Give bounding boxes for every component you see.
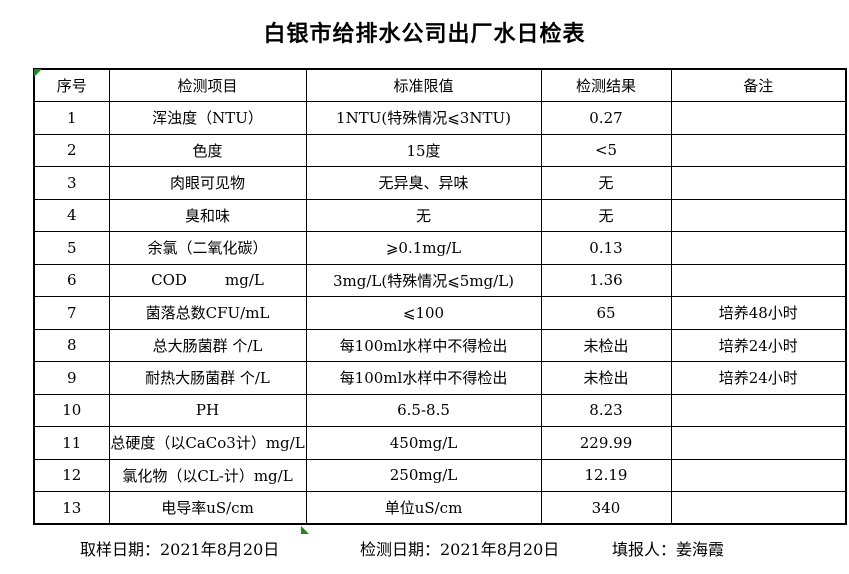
cell-limit: 无 <box>305 198 542 232</box>
cell-result: 12.19 <box>540 458 672 492</box>
cell-result: <5 <box>540 133 672 167</box>
cell-item: 肉眼可见物 <box>108 166 307 200</box>
cell-result: 229.99 <box>540 426 672 460</box>
cell-result: 无 <box>540 198 672 232</box>
cell-item: 菌落总数CFU/mL <box>108 296 307 330</box>
cell-index: 3 <box>33 166 110 200</box>
cell-result: 8.23 <box>540 393 672 427</box>
table-row: 7 菌落总数CFU/mL ⩽100 65 培养48小时 <box>33 296 847 330</box>
table-row: 11 总硬度（以CaCo3计）mg/L 450mg/L 229.99 <box>33 426 847 460</box>
cell-note <box>670 133 847 167</box>
cell-note <box>670 166 847 200</box>
excel-error-marker-icon <box>301 526 309 534</box>
cell-result: 0.27 <box>540 101 672 135</box>
cell-index: 9 <box>33 361 110 395</box>
cell-index: 6 <box>33 263 110 297</box>
table-row: 9 耐热大肠菌群 个/L 每100ml水样中不得检出 未检出 培养24小时 <box>33 361 847 395</box>
cell-result: 65 <box>540 296 672 330</box>
cell-index: 7 <box>33 296 110 330</box>
table-body: 1 浑浊度（NTU） 1NTU(特殊情况⩽3NTU) 0.27 2 色度 15度… <box>33 101 847 525</box>
cell-limit: 每100ml水样中不得检出 <box>305 328 542 362</box>
table-row: 3 肉眼可见物 无异臭、异味 无 <box>33 166 847 200</box>
col-header-limit: 标准限值 <box>305 68 542 102</box>
cell-limit: 15度 <box>305 133 542 167</box>
page-title: 白银市给排水公司出厂水日检表 <box>263 21 586 47</box>
table-row: 2 色度 15度 <5 <box>33 133 847 167</box>
cell-result: 1.36 <box>540 263 672 297</box>
cell-note: 培养24小时 <box>670 328 847 362</box>
excel-error-marker-icon <box>34 69 42 77</box>
cell-note <box>670 393 847 427</box>
cell-result: 340 <box>540 491 672 525</box>
cell-result: 无 <box>540 166 672 200</box>
cell-note: 培养24小时 <box>670 361 847 395</box>
cell-index: 4 <box>33 198 110 232</box>
header-row: 序号 检测项目 标准限值 检测结果 备注 <box>33 68 847 102</box>
cell-result: 未检出 <box>540 328 672 362</box>
cell-note <box>670 231 847 265</box>
table-row: 8 总大肠菌群 个/L 每100ml水样中不得检出 未检出 培养24小时 <box>33 328 847 362</box>
cell-item: 臭和味 <box>108 198 307 232</box>
col-header-result: 检测结果 <box>540 68 672 102</box>
col-header-index: 序号 <box>33 68 110 102</box>
cell-limit: ⩾0.1mg/L <box>305 231 542 265</box>
cell-item: 余氯（二氧化碳） <box>108 231 307 265</box>
table-row: 10 PH 6.5-8.5 8.23 <box>33 393 847 427</box>
cell-index: 10 <box>33 393 110 427</box>
cell-item: 总硬度（以CaCo3计）mg/L <box>108 426 307 460</box>
cell-index: 2 <box>33 133 110 167</box>
cell-limit: 单位uS/cm <box>305 491 542 525</box>
cell-index: 1 <box>33 101 110 135</box>
cell-note <box>670 458 847 492</box>
cell-item: 氯化物（以CL-计）mg/L <box>108 458 307 492</box>
inspection-table: 序号 检测项目 标准限值 检测结果 备注 1 浑浊度（NTU） 1NTU(特殊情… <box>33 68 847 525</box>
cell-index: 12 <box>33 458 110 492</box>
cell-item: PH <box>108 393 307 427</box>
cell-index: 11 <box>33 426 110 460</box>
cell-result: 未检出 <box>540 361 672 395</box>
table-row: 1 浑浊度（NTU） 1NTU(特殊情况⩽3NTU) 0.27 <box>33 101 847 135</box>
cell-note <box>670 426 847 460</box>
cell-limit: 450mg/L <box>305 426 542 460</box>
test-date-text: 检测日期：2021年8月20日 <box>360 540 560 559</box>
footer: 取样日期：2021年8月20日 检测日期：2021年8月20日 填报人：姜海霞 <box>0 536 849 559</box>
cell-limit: ⩽100 <box>305 296 542 330</box>
cell-item: COD mg/L <box>108 263 307 297</box>
cell-index: 5 <box>33 231 110 265</box>
cell-note <box>670 263 847 297</box>
cell-limit: 无异臭、异味 <box>305 166 542 200</box>
cell-index: 13 <box>33 491 110 525</box>
cell-note <box>670 101 847 135</box>
cell-index: 8 <box>33 328 110 362</box>
cell-note <box>670 198 847 232</box>
sample-date-text: 取样日期：2021年8月20日 <box>80 540 280 559</box>
cell-item: 耐热大肠菌群 个/L <box>108 361 307 395</box>
cell-note: 培养48小时 <box>670 296 847 330</box>
cell-limit: 6.5-8.5 <box>305 393 542 427</box>
table-row: 12 氯化物（以CL-计）mg/L 250mg/L 12.19 <box>33 458 847 492</box>
table-row: 4 臭和味 无 无 <box>33 198 847 232</box>
col-header-item: 检测项目 <box>108 68 307 102</box>
cell-item: 色度 <box>108 133 307 167</box>
cell-limit: 每100ml水样中不得检出 <box>305 361 542 395</box>
cell-limit: 3mg/L(特殊情况⩽5mg/L) <box>305 263 542 297</box>
cell-limit: 250mg/L <box>305 458 542 492</box>
reporter-text: 填报人：姜海霞 <box>612 540 725 559</box>
cell-limit: 1NTU(特殊情况⩽3NTU) <box>305 101 542 135</box>
cell-item: 浑浊度（NTU） <box>108 101 307 135</box>
table-row: 13 电导率uS/cm 单位uS/cm 340 <box>33 491 847 525</box>
col-header-note: 备注 <box>670 68 847 102</box>
cell-item: 电导率uS/cm <box>108 491 307 525</box>
table-row: 6 COD mg/L 3mg/L(特殊情况⩽5mg/L) 1.36 <box>33 263 847 297</box>
cell-note <box>670 491 847 525</box>
table-row: 5 余氯（二氧化碳） ⩾0.1mg/L 0.13 <box>33 231 847 265</box>
cell-result: 0.13 <box>540 231 672 265</box>
cell-item: 总大肠菌群 个/L <box>108 328 307 362</box>
